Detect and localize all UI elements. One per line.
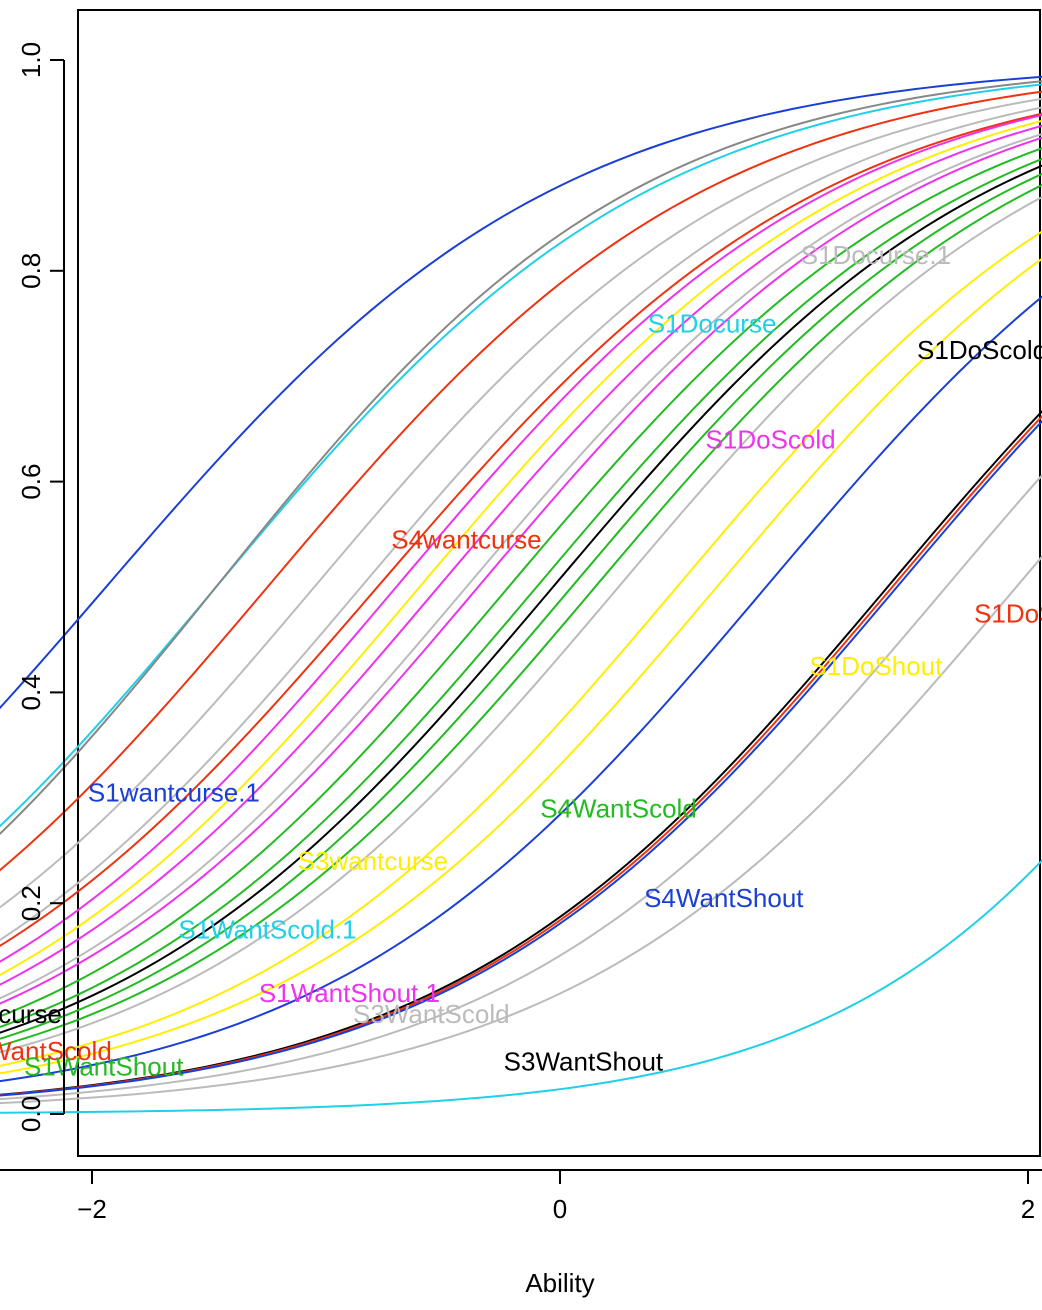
curve-line-20 <box>0 257 1042 1075</box>
curve-label-21: S3WantScold <box>353 999 510 1029</box>
curve-line-3 <box>0 80 1042 836</box>
curve-line-14 <box>0 157 1042 1029</box>
curve-label-19: S1WantShout.1 <box>259 978 440 1008</box>
curve-line-27 <box>0 859 1042 1114</box>
curve-line-12 <box>0 136 1042 1005</box>
curve-line-8 <box>0 114 1042 963</box>
y-tick-label-3: 0.6 <box>16 464 46 500</box>
curve-label-10: S4wantcurse <box>391 525 541 555</box>
curve-line-2 <box>0 83 1042 828</box>
curve-line-19 <box>0 230 1042 1067</box>
curve-label-3: S1Docurse.1 <box>801 240 951 270</box>
curve-label-17: S4WantShout <box>644 883 804 913</box>
curve-line-18 <box>0 195 1042 1054</box>
curve-label-20: S1wantcurse <box>0 999 62 1029</box>
curve-label-22: S1WantScold <box>0 1036 112 1066</box>
curve-line-25 <box>0 473 1042 1101</box>
curve-line-16 <box>0 172 1042 1040</box>
y-tick-label-1: 0.2 <box>16 885 46 921</box>
curve-line-10 <box>0 124 1042 986</box>
x-axis-label: Ability <box>525 1268 594 1298</box>
plot-frame <box>77 9 1041 1157</box>
y-tick-label-2: 0.4 <box>16 674 46 710</box>
curve-line-26 <box>0 555 1042 1105</box>
curve-label-5: S1Docurse <box>648 309 777 339</box>
curves-group <box>0 75 1042 1114</box>
curve-line-15 <box>0 164 1042 1034</box>
curve-line-24 <box>0 419 1042 1097</box>
curve-label-6: S1DoScold.1 <box>917 335 1042 365</box>
curve-line-23 <box>0 414 1042 1097</box>
curve-label-15: S4WantScold <box>540 793 697 823</box>
curve-label-11: S1DoShout.1 <box>974 598 1042 628</box>
curve-line-17 <box>0 183 1042 1047</box>
curve-line-9 <box>0 119 1042 976</box>
curve-label-12: S1DoShout <box>809 651 943 681</box>
curve-label-23: S1WantShout <box>24 1052 184 1082</box>
curve-labels-group: S4DocurseS4DoScoldS1Docurse.1S3DocurseS1… <box>0 240 1042 1082</box>
curve-label-14: S1wantcurse.1 <box>88 778 260 808</box>
curve-line-21 <box>0 295 1042 1083</box>
curve-line-1 <box>0 75 1042 710</box>
x-tick-label-3: 2 <box>1021 1194 1035 1224</box>
curve-line-6 <box>0 112 1042 947</box>
x-tick-label-1: −2 <box>77 1194 107 1224</box>
x-axis: −4−2024 <box>0 1169 1042 1224</box>
curve-label-24: S3WantShout <box>504 1046 664 1076</box>
curve-line-7 <box>0 106 1042 942</box>
y-axis: 0.0 0.2 0.4 0.6 0.8 1.0 <box>16 42 65 1132</box>
curve-line-11 <box>0 133 1042 1000</box>
y-tick-label-4: 0.8 <box>16 253 46 289</box>
curve-label-16: S3wantcurse <box>298 846 448 876</box>
curve-line-13 <box>0 147 1042 1018</box>
curve-line-5 <box>0 97 1042 909</box>
curve-label-18: S1WantScold.1 <box>178 915 356 945</box>
curve-label-8: S1DoScold <box>706 424 836 454</box>
curve-line-22 <box>0 409 1042 1096</box>
curve-line-4 <box>0 90 1042 872</box>
y-tick-label-5: 1.0 <box>16 42 46 78</box>
y-tick-label-0: 0.0 <box>16 1096 46 1132</box>
x-tick-label-2: 0 <box>553 1194 567 1224</box>
